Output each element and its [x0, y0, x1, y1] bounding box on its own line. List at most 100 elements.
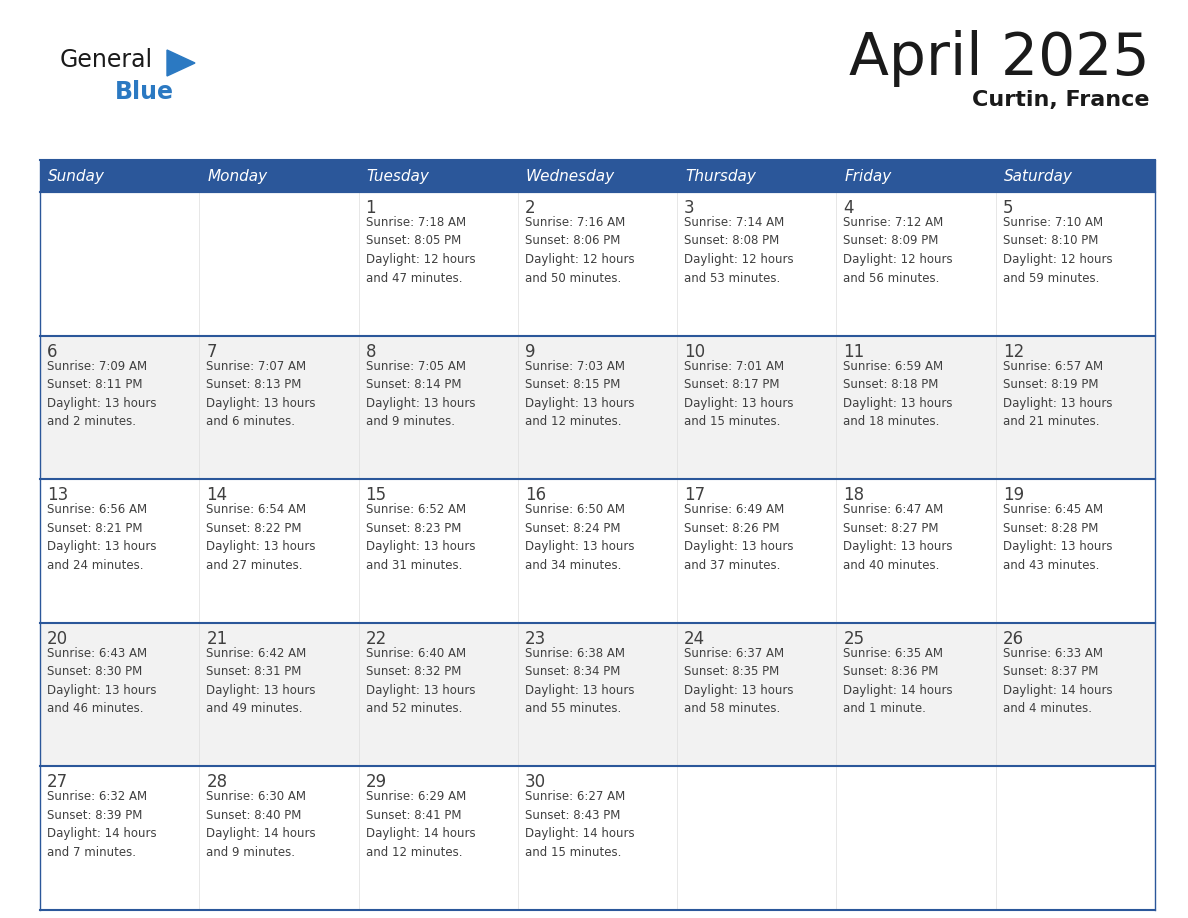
Bar — [677, 622, 836, 767]
Bar — [200, 336, 359, 479]
Text: Sunrise: 6:38 AM
Sunset: 8:34 PM
Daylight: 13 hours
and 55 minutes.: Sunrise: 6:38 AM Sunset: 8:34 PM Dayligh… — [525, 647, 634, 715]
Text: Sunrise: 6:54 AM
Sunset: 8:22 PM
Daylight: 13 hours
and 27 minutes.: Sunrise: 6:54 AM Sunset: 8:22 PM Dayligh… — [207, 503, 316, 572]
Text: 13: 13 — [48, 487, 68, 504]
Text: Sunrise: 6:27 AM
Sunset: 8:43 PM
Daylight: 14 hours
and 15 minutes.: Sunrise: 6:27 AM Sunset: 8:43 PM Dayligh… — [525, 790, 634, 859]
Text: Sunrise: 7:16 AM
Sunset: 8:06 PM
Daylight: 12 hours
and 50 minutes.: Sunrise: 7:16 AM Sunset: 8:06 PM Dayligh… — [525, 216, 634, 285]
Text: Sunrise: 7:03 AM
Sunset: 8:15 PM
Daylight: 13 hours
and 12 minutes.: Sunrise: 7:03 AM Sunset: 8:15 PM Dayligh… — [525, 360, 634, 428]
Text: 9: 9 — [525, 342, 536, 361]
Text: 29: 29 — [366, 773, 387, 791]
Text: Sunrise: 6:50 AM
Sunset: 8:24 PM
Daylight: 13 hours
and 34 minutes.: Sunrise: 6:50 AM Sunset: 8:24 PM Dayligh… — [525, 503, 634, 572]
Bar — [677, 336, 836, 479]
Bar — [996, 160, 1155, 192]
Text: Sunrise: 6:57 AM
Sunset: 8:19 PM
Daylight: 13 hours
and 21 minutes.: Sunrise: 6:57 AM Sunset: 8:19 PM Dayligh… — [1003, 360, 1112, 428]
Text: Sunrise: 7:07 AM
Sunset: 8:13 PM
Daylight: 13 hours
and 6 minutes.: Sunrise: 7:07 AM Sunset: 8:13 PM Dayligh… — [207, 360, 316, 428]
Text: 3: 3 — [684, 199, 695, 217]
Text: Sunrise: 6:45 AM
Sunset: 8:28 PM
Daylight: 13 hours
and 43 minutes.: Sunrise: 6:45 AM Sunset: 8:28 PM Dayligh… — [1003, 503, 1112, 572]
Text: 23: 23 — [525, 630, 546, 648]
Bar — [200, 192, 359, 336]
Bar — [996, 767, 1155, 910]
Text: 18: 18 — [843, 487, 865, 504]
Text: Monday: Monday — [207, 169, 267, 184]
Bar — [200, 160, 359, 192]
Text: 5: 5 — [1003, 199, 1013, 217]
Text: 6: 6 — [48, 342, 57, 361]
Bar — [359, 767, 518, 910]
Text: 12: 12 — [1003, 342, 1024, 361]
Bar — [836, 192, 996, 336]
Text: Sunrise: 7:05 AM
Sunset: 8:14 PM
Daylight: 13 hours
and 9 minutes.: Sunrise: 7:05 AM Sunset: 8:14 PM Dayligh… — [366, 360, 475, 428]
Text: Sunrise: 7:12 AM
Sunset: 8:09 PM
Daylight: 12 hours
and 56 minutes.: Sunrise: 7:12 AM Sunset: 8:09 PM Dayligh… — [843, 216, 953, 285]
Bar — [518, 336, 677, 479]
Text: Sunrise: 7:01 AM
Sunset: 8:17 PM
Daylight: 13 hours
and 15 minutes.: Sunrise: 7:01 AM Sunset: 8:17 PM Dayligh… — [684, 360, 794, 428]
Text: Sunrise: 6:33 AM
Sunset: 8:37 PM
Daylight: 14 hours
and 4 minutes.: Sunrise: 6:33 AM Sunset: 8:37 PM Dayligh… — [1003, 647, 1112, 715]
Bar — [518, 479, 677, 622]
Text: Sunrise: 7:18 AM
Sunset: 8:05 PM
Daylight: 12 hours
and 47 minutes.: Sunrise: 7:18 AM Sunset: 8:05 PM Dayligh… — [366, 216, 475, 285]
Bar — [40, 767, 200, 910]
Text: Sunrise: 7:10 AM
Sunset: 8:10 PM
Daylight: 12 hours
and 59 minutes.: Sunrise: 7:10 AM Sunset: 8:10 PM Dayligh… — [1003, 216, 1112, 285]
Text: 8: 8 — [366, 342, 377, 361]
Text: Sunrise: 6:52 AM
Sunset: 8:23 PM
Daylight: 13 hours
and 31 minutes.: Sunrise: 6:52 AM Sunset: 8:23 PM Dayligh… — [366, 503, 475, 572]
Text: 4: 4 — [843, 199, 854, 217]
Text: Saturday: Saturday — [1004, 169, 1073, 184]
Bar — [518, 622, 677, 767]
Bar — [359, 479, 518, 622]
Text: Tuesday: Tuesday — [367, 169, 429, 184]
Text: 7: 7 — [207, 342, 216, 361]
Text: Sunrise: 6:49 AM
Sunset: 8:26 PM
Daylight: 13 hours
and 37 minutes.: Sunrise: 6:49 AM Sunset: 8:26 PM Dayligh… — [684, 503, 794, 572]
Text: Curtin, France: Curtin, France — [973, 90, 1150, 110]
Bar — [677, 767, 836, 910]
Polygon shape — [168, 50, 195, 76]
Text: 25: 25 — [843, 630, 865, 648]
Bar — [677, 479, 836, 622]
Bar — [518, 192, 677, 336]
Text: 26: 26 — [1003, 630, 1024, 648]
Bar — [836, 479, 996, 622]
Text: Sunrise: 6:32 AM
Sunset: 8:39 PM
Daylight: 14 hours
and 7 minutes.: Sunrise: 6:32 AM Sunset: 8:39 PM Dayligh… — [48, 790, 157, 859]
Bar — [996, 479, 1155, 622]
Bar — [40, 192, 200, 336]
Text: 28: 28 — [207, 773, 227, 791]
Bar — [200, 479, 359, 622]
Bar — [996, 622, 1155, 767]
Bar — [996, 192, 1155, 336]
Bar — [40, 336, 200, 479]
Bar — [359, 192, 518, 336]
Text: Sunrise: 6:59 AM
Sunset: 8:18 PM
Daylight: 13 hours
and 18 minutes.: Sunrise: 6:59 AM Sunset: 8:18 PM Dayligh… — [843, 360, 953, 428]
Text: Sunrise: 6:43 AM
Sunset: 8:30 PM
Daylight: 13 hours
and 46 minutes.: Sunrise: 6:43 AM Sunset: 8:30 PM Dayligh… — [48, 647, 157, 715]
Text: Sunrise: 6:35 AM
Sunset: 8:36 PM
Daylight: 14 hours
and 1 minute.: Sunrise: 6:35 AM Sunset: 8:36 PM Dayligh… — [843, 647, 953, 715]
Bar — [40, 622, 200, 767]
Text: 17: 17 — [684, 487, 706, 504]
Text: 10: 10 — [684, 342, 706, 361]
Bar — [40, 160, 200, 192]
Text: Wednesday: Wednesday — [526, 169, 615, 184]
Text: Blue: Blue — [115, 80, 173, 104]
Text: 24: 24 — [684, 630, 706, 648]
Bar — [359, 336, 518, 479]
Bar — [359, 622, 518, 767]
Bar — [518, 767, 677, 910]
Text: 30: 30 — [525, 773, 546, 791]
Text: Sunrise: 6:40 AM
Sunset: 8:32 PM
Daylight: 13 hours
and 52 minutes.: Sunrise: 6:40 AM Sunset: 8:32 PM Dayligh… — [366, 647, 475, 715]
Text: 16: 16 — [525, 487, 546, 504]
Bar — [200, 767, 359, 910]
Bar — [359, 160, 518, 192]
Bar — [200, 622, 359, 767]
Text: April 2025: April 2025 — [849, 30, 1150, 87]
Text: Sunrise: 6:56 AM
Sunset: 8:21 PM
Daylight: 13 hours
and 24 minutes.: Sunrise: 6:56 AM Sunset: 8:21 PM Dayligh… — [48, 503, 157, 572]
Text: Sunday: Sunday — [48, 169, 105, 184]
Text: Friday: Friday — [845, 169, 892, 184]
Text: 11: 11 — [843, 342, 865, 361]
Bar — [677, 160, 836, 192]
Bar — [677, 192, 836, 336]
Text: 14: 14 — [207, 487, 227, 504]
Text: Thursday: Thursday — [685, 169, 756, 184]
Text: Sunrise: 7:14 AM
Sunset: 8:08 PM
Daylight: 12 hours
and 53 minutes.: Sunrise: 7:14 AM Sunset: 8:08 PM Dayligh… — [684, 216, 794, 285]
Bar — [996, 336, 1155, 479]
Bar — [836, 622, 996, 767]
Text: 15: 15 — [366, 487, 387, 504]
Bar — [40, 479, 200, 622]
Text: 2: 2 — [525, 199, 536, 217]
Text: Sunrise: 7:09 AM
Sunset: 8:11 PM
Daylight: 13 hours
and 2 minutes.: Sunrise: 7:09 AM Sunset: 8:11 PM Dayligh… — [48, 360, 157, 428]
Text: Sunrise: 6:37 AM
Sunset: 8:35 PM
Daylight: 13 hours
and 58 minutes.: Sunrise: 6:37 AM Sunset: 8:35 PM Dayligh… — [684, 647, 794, 715]
Text: 27: 27 — [48, 773, 68, 791]
